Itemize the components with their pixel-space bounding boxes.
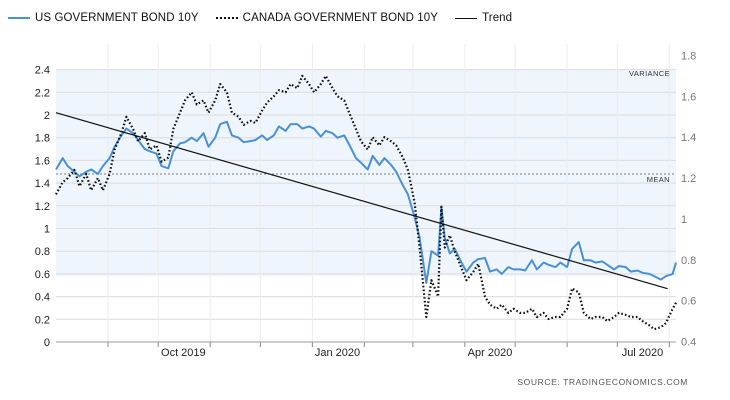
left-axis-tick-label: 2.4 — [35, 65, 50, 77]
source-credit: SOURCE: TRADINGECONOMICS.COM — [517, 377, 688, 387]
trend-line — [55, 112, 668, 290]
right-axis-tick-label: 1.2 — [681, 173, 696, 185]
legend-label-trend: Trend — [482, 12, 513, 24]
mean-label: MEAN — [647, 175, 670, 184]
x-axis-tick-label: Oct 2019 — [161, 347, 206, 359]
right-axis-tick-label: 0.4 — [681, 337, 696, 349]
left-axis-tick-label: 2 — [44, 110, 50, 122]
x-axis-tick-label: Apr 2020 — [468, 347, 513, 359]
right-axis-tick-label: 0.8 — [681, 255, 696, 267]
left-axis-tick-label: 0.4 — [35, 292, 50, 304]
legend-label-us: US GOVERNMENT BOND 10Y — [35, 12, 199, 24]
left-axis-tick-label: 1.6 — [35, 155, 50, 167]
left-axis-tick-label: 1.2 — [35, 201, 50, 213]
series-line-canada — [55, 74, 677, 331]
x-axis-tick-label: Jul 2020 — [622, 347, 664, 359]
series-layer — [55, 74, 677, 331]
right-axis-tick-label: 1 — [681, 214, 687, 226]
axis-layer: 0 0.2 0.4 0.6 0.8 1 1.2 1.4 1.6 1.8 2 2.2 2.4 0.4 0.6 0… — [35, 50, 697, 359]
legend-label-canada: CANADA GOVERNMENT BOND 10Y — [242, 12, 439, 24]
right-axis-tick-label: 1.6 — [681, 91, 696, 103]
legend-item-us[interactable]: US GOVERNMENT BOND 10Y — [8, 12, 199, 24]
left-axis-tick-label: 1.4 — [35, 178, 50, 190]
legend-item-trend[interactable]: Trend — [455, 12, 512, 24]
legend-swatch-trend — [455, 17, 478, 19]
right-axis-tick-label: 1.4 — [681, 132, 696, 144]
left-axis-tick-label: 0.8 — [35, 246, 50, 258]
left-axis-tick-label: 0.6 — [35, 269, 50, 281]
left-axis-tick-label: 1 — [44, 224, 50, 236]
variance-label: VARIANCE — [629, 69, 670, 78]
legend: US GOVERNMENT BOND 10Y CANADA GOVERNMENT… — [8, 9, 529, 27]
right-axis-tick-label: 0.6 — [681, 296, 696, 308]
grid-layer — [56, 44, 676, 343]
legend-item-canada[interactable]: CANADA GOVERNMENT BOND 10Y — [215, 12, 439, 24]
legend-swatch-canada — [215, 17, 238, 19]
legend-swatch-us — [8, 17, 30, 19]
left-axis-tick-label: 0 — [44, 337, 50, 349]
variance-band-layer — [56, 69, 676, 277]
right-axis-tick-label: 1.8 — [681, 50, 696, 62]
x-axis-tick-label: Jan 2020 — [315, 347, 360, 359]
variance-band — [56, 69, 676, 277]
left-axis-tick-label: 0.2 — [35, 314, 50, 326]
left-axis-tick-label: 2.2 — [35, 87, 50, 99]
left-axis-tick-label: 1.8 — [35, 133, 50, 145]
series-line-us — [55, 120, 677, 284]
